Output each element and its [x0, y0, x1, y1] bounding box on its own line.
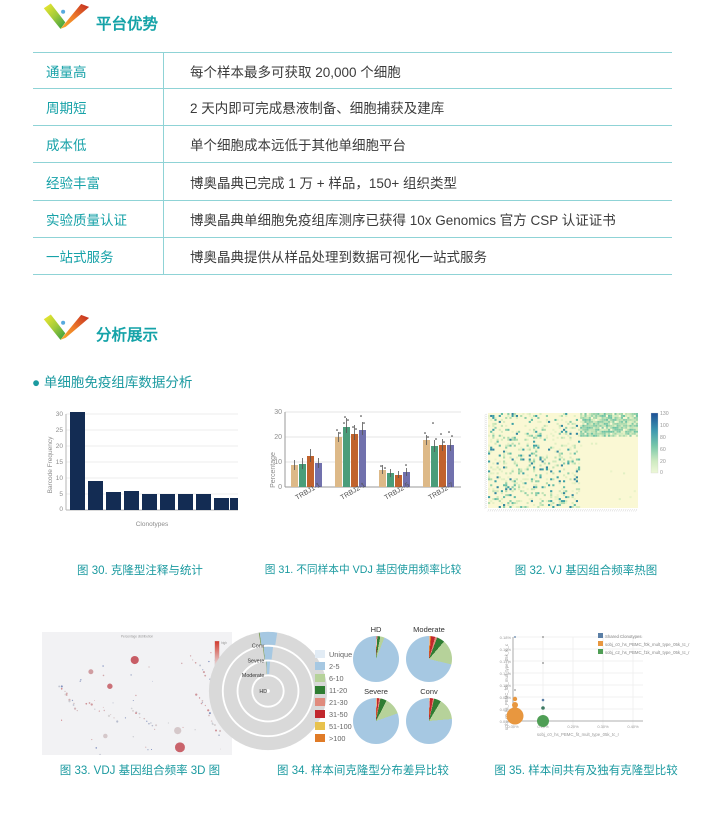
svg-text:30: 30	[56, 411, 64, 418]
svg-text:>100: >100	[329, 734, 345, 743]
svg-text:25: 25	[56, 427, 64, 434]
svg-text:0.20%: 0.20%	[567, 724, 579, 729]
svg-text:5: 5	[59, 491, 63, 498]
svg-text:10: 10	[56, 475, 64, 482]
svg-text:31-50: 31-50	[329, 710, 348, 719]
svg-text:60: 60	[660, 447, 666, 453]
svg-text:0.00%: 0.00%	[507, 724, 519, 729]
svg-text:Severe: Severe	[248, 658, 265, 664]
svg-text:6-10: 6-10	[329, 674, 344, 683]
svg-text:sobj_c0_hs_PBMC_fit_mult_type_: sobj_c0_hs_PBMC_fit_mult_type_05k_tc_r	[537, 732, 620, 737]
svg-text:51-100: 51-100	[329, 722, 352, 731]
svg-text:0.40%: 0.40%	[627, 724, 639, 729]
svg-text:21-30: 21-30	[329, 698, 348, 707]
svg-text:0: 0	[59, 506, 63, 513]
svg-text:Conv: Conv	[252, 644, 265, 650]
svg-text:Percentage distribution: Percentage distribution	[121, 634, 154, 638]
svg-text:Barcode Frequency: Barcode Frequency	[47, 436, 54, 493]
svg-text:130: 130	[660, 411, 669, 417]
svg-text:30: 30	[274, 409, 282, 416]
svg-text:11-20: 11-20	[329, 686, 347, 695]
svg-text:20: 20	[274, 434, 282, 441]
svg-text:100: 100	[660, 423, 669, 429]
svg-text:0.18%: 0.18%	[500, 635, 512, 640]
svg-text:Clonotypes: Clonotypes	[136, 521, 169, 528]
svg-text:20: 20	[660, 459, 666, 465]
svg-text:0: 0	[278, 484, 282, 491]
svg-text:Percentage: Percentage	[270, 452, 277, 488]
svg-text:Moderate: Moderate	[242, 673, 264, 679]
svg-text:2-5: 2-5	[329, 662, 340, 671]
svg-text:0.30%: 0.30%	[597, 724, 609, 729]
svg-text:15: 15	[56, 459, 64, 466]
svg-text:20: 20	[56, 443, 64, 450]
svg-text:0: 0	[660, 470, 663, 476]
svg-text:80: 80	[660, 435, 666, 441]
svg-text:HD: HD	[259, 689, 267, 695]
svg-text:Unique: Unique	[329, 650, 352, 659]
